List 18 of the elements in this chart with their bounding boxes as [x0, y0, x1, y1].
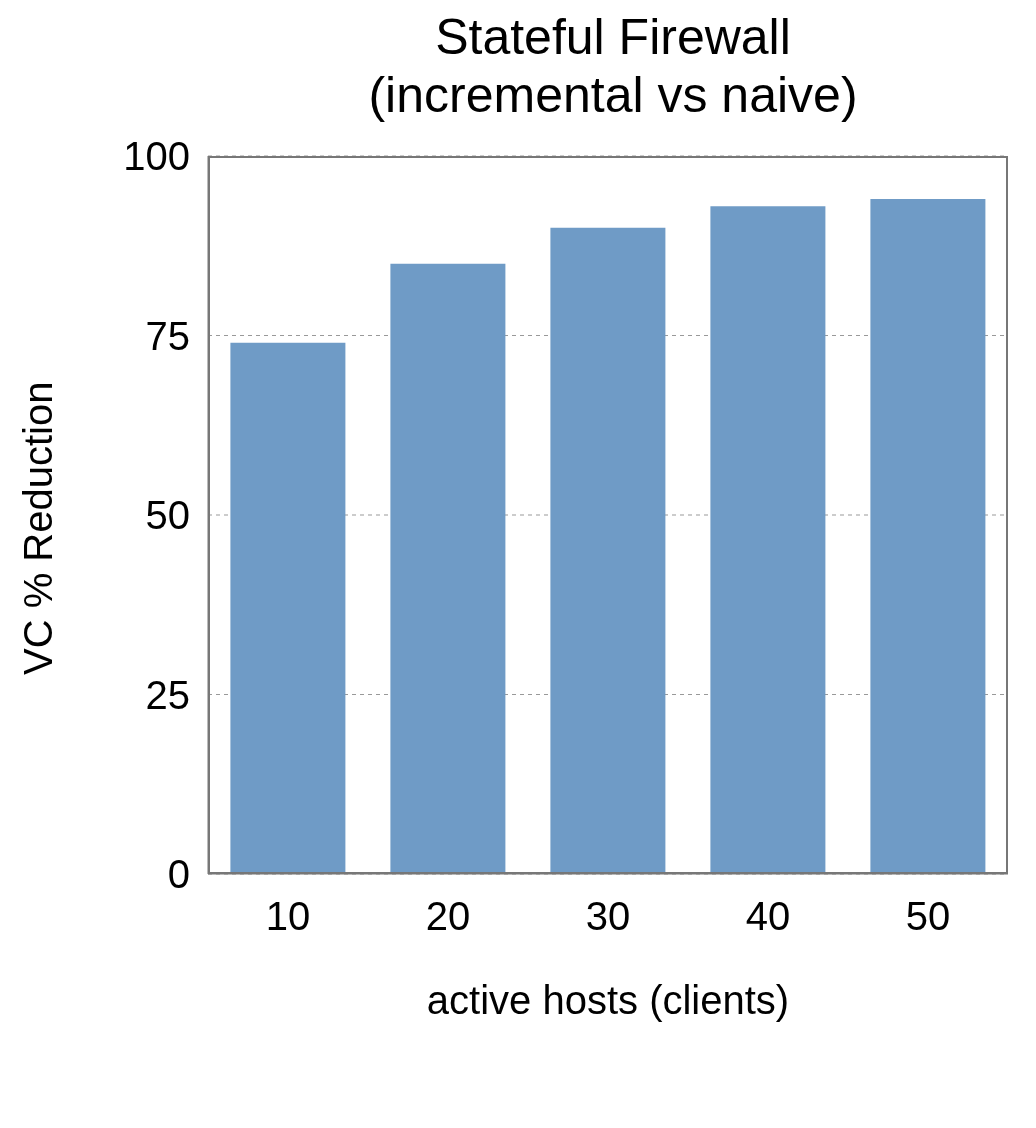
x-tick-label: 50	[905, 894, 951, 939]
bar	[230, 342, 346, 874]
bar	[550, 227, 666, 874]
y-tick-label: 25	[145, 672, 190, 717]
x-axis-title: active hosts (clients)	[426, 978, 790, 1022]
y-axis-title: VC % Reduction	[16, 381, 61, 675]
y-tick-label: 75	[145, 313, 190, 358]
bar	[710, 206, 826, 874]
x-tick-label: 30	[585, 894, 631, 939]
y-tick-label: 100	[123, 134, 190, 179]
x-tick-label: 40	[745, 894, 791, 939]
bar	[870, 199, 986, 874]
y-tick-label: 50	[145, 493, 190, 538]
x-tick-label: 10	[265, 894, 311, 939]
y-tick-label: 0	[167, 852, 190, 897]
chart-title: Stateful Firewall (incremental vs naive)	[367, 8, 859, 124]
x-tick-label: 20	[425, 894, 471, 939]
bar	[390, 263, 506, 874]
